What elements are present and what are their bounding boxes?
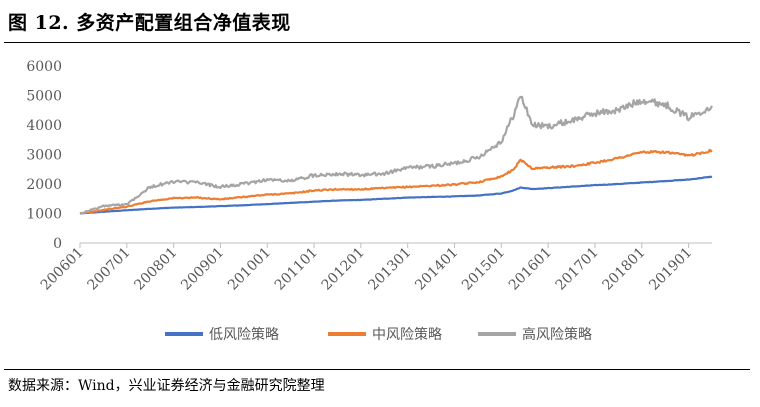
x-tick-label: 201601 — [506, 245, 555, 294]
x-tick-label: 201401 — [412, 245, 461, 294]
y-tick-label: 3000 — [26, 148, 62, 164]
source-note: 数据来源：Wind，兴业证券经济与金融研究院整理 — [8, 378, 325, 394]
y-tick-label: 2000 — [26, 177, 62, 193]
x-tick-label: 201201 — [319, 245, 368, 294]
legend-label-2: 中风险策略 — [372, 326, 442, 343]
x-tick-label: 200701 — [85, 245, 134, 294]
y-tick-label: 6000 — [26, 59, 62, 75]
x-tick-label: 201101 — [272, 245, 321, 294]
x-tick-label: 201001 — [225, 245, 274, 294]
y-tick-label: 4000 — [26, 118, 62, 134]
x-tick-label: 200601 — [38, 245, 87, 294]
x-tick-label: 201301 — [365, 245, 414, 294]
title-rule — [4, 42, 750, 43]
x-tick-label: 200901 — [178, 245, 227, 294]
x-tick-label: 200801 — [131, 245, 180, 294]
y-tick-label: 1000 — [26, 207, 62, 223]
source-rule — [4, 369, 750, 370]
series-line-3 — [79, 95, 713, 215]
legend-label-1: 低风险策略 — [209, 326, 279, 343]
line-chart: 0100020003000400050006000200601200701200… — [26, 59, 713, 343]
series-line-2 — [79, 148, 713, 215]
series-line-1 — [79, 175, 713, 215]
x-tick-label: 201801 — [599, 245, 648, 294]
y-tick-label: 0 — [53, 236, 62, 252]
figure-title: 图 12. 多资产配置组合净值表现 — [8, 12, 291, 34]
x-tick-label: 201901 — [646, 245, 695, 294]
x-tick-label: 201501 — [459, 245, 508, 294]
x-tick-label: 201701 — [553, 245, 602, 294]
y-tick-label: 5000 — [26, 89, 62, 105]
legend-label-3: 高风险策略 — [522, 326, 592, 343]
